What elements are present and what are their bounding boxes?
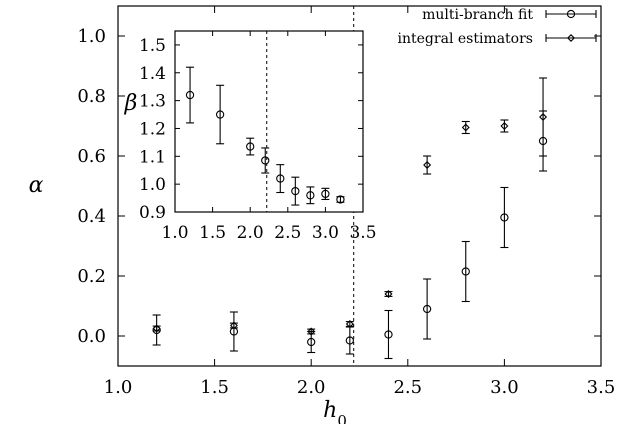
legend-label-multi-branch: multi-branch fit [422,7,533,23]
inset-axes: 1.0 1.5 2.0 2.5 3.0 3.50.91.01.11.21.31.41.5 [139,30,377,243]
main-marker-diamond [500,122,509,130]
inset-xtick-label: 1.5 [199,223,226,243]
main-point-diamond [384,290,393,298]
main-marker-diamond [539,113,548,121]
main-point-diamond [307,327,316,336]
main-xtick-label: 2.0 [297,377,326,398]
main-point-diamond [229,321,238,330]
legend-symbol-multi-branch [545,9,597,19]
inset-marker-circle [291,186,300,196]
main-point-diamond [461,120,470,135]
main-ylabel: α [29,173,44,198]
main-point-circle [422,278,432,340]
main-marker-diamond [384,290,393,298]
main-point-circle [345,326,354,355]
inset-frame [174,30,364,213]
inset-point-circle [246,137,255,156]
inset-point-circle [336,195,345,204]
inset-ylabel: β [124,91,138,116]
legend-label-integral: integral estimators [398,31,533,47]
inset-marker-circle [276,174,285,183]
main-point-circle [229,311,239,352]
main-point-diamond [500,119,509,133]
main-xlabel-base: h [323,398,337,423]
legend: multi-branch fit integral estimators [398,7,597,47]
main-frame [117,5,602,367]
main-data-marks [152,77,548,360]
main-xtick-label: 3.5 [587,377,616,398]
legend-marker-circle [566,9,576,19]
main-ytick-label: 0.4 [77,206,106,227]
inset-marker-circle [185,90,195,100]
inset-ytick-label: 0.9 [139,203,166,223]
main-xtick-label: 3.0 [490,377,519,398]
main-xtick-label: 2.5 [393,377,422,398]
main-marker-circle [461,267,470,276]
inset-point-circle [276,164,285,194]
main-marker-circle [307,337,316,347]
main-marker-diamond [152,324,161,333]
inset-xtick-label: 3.0 [312,223,339,243]
main-xlabel-subscript: 0 [337,412,347,424]
inset-xtick-label: 1.0 [161,223,188,243]
inset-background [175,31,363,212]
inset-marker-circle [246,142,255,151]
main-marker-circle [422,304,432,314]
main-ytick-label: 1.0 [77,26,106,47]
inset-xtick-label: 3.5 [349,223,376,243]
inset-point-circle [321,187,330,201]
main-ytick-label: 0.6 [77,146,106,167]
main-point-circle [500,186,509,249]
inset-ytick-label: 1.4 [139,64,166,84]
inset-marker-circle [215,110,225,119]
main-marker-diamond [345,320,354,328]
inset-xtick-label: 2.0 [237,223,264,243]
inset-point-circle [215,84,225,145]
legend-marker-diamond [567,34,575,42]
legend-symbol-integral [545,34,597,42]
main-xtick-label: 1.5 [200,377,229,398]
main-marker-diamond [229,321,238,330]
inset-point-circle [306,186,315,205]
main-ytick-label: 0.0 [77,326,106,347]
inset-xtick-label: 2.5 [274,223,301,243]
inset-data-marks [185,66,345,206]
inset-ytick-label: 1.5 [139,36,166,56]
main-axes: 1.0 1.5 2.0 2.5 3.0 3.5 0.0 0.2 0.4 0.6 0.8 1.0 [77,5,616,398]
inset-marker-circle [261,156,270,165]
main-ytick-label: 0.8 [77,86,106,107]
main-marker-circle [500,213,509,222]
inset-marker-circle [306,191,315,200]
inset-point-circle [291,176,300,206]
inset-background-rect [175,31,363,212]
main-marker-diamond [461,123,470,132]
main-xlabel: h0 [323,398,347,424]
main-point-diamond [423,155,432,175]
inset-ytick-label: 1.2 [139,119,166,139]
main-point-circle [384,309,393,360]
main-point-circle [461,240,470,303]
main-ytick-label: 0.2 [77,266,106,287]
inset-point-circle [261,147,270,174]
main-marker-diamond [423,161,432,169]
main-xtick-label: 1.0 [104,377,133,398]
main-point-diamond [345,320,354,328]
main-marker-diamond [307,327,316,336]
inset-ytick-label: 1.3 [139,92,166,112]
main-point-diamond [539,77,548,157]
inset-ytick-label: 1.1 [139,147,166,167]
main-marker-circle [384,330,393,339]
main-marker-circle [345,336,354,345]
inset-marker-circle [321,189,330,199]
inset-marker-circle [336,195,345,204]
inset-ytick-label: 1.0 [139,175,166,195]
inset-point-circle [185,66,195,124]
main-point-diamond [152,324,161,333]
